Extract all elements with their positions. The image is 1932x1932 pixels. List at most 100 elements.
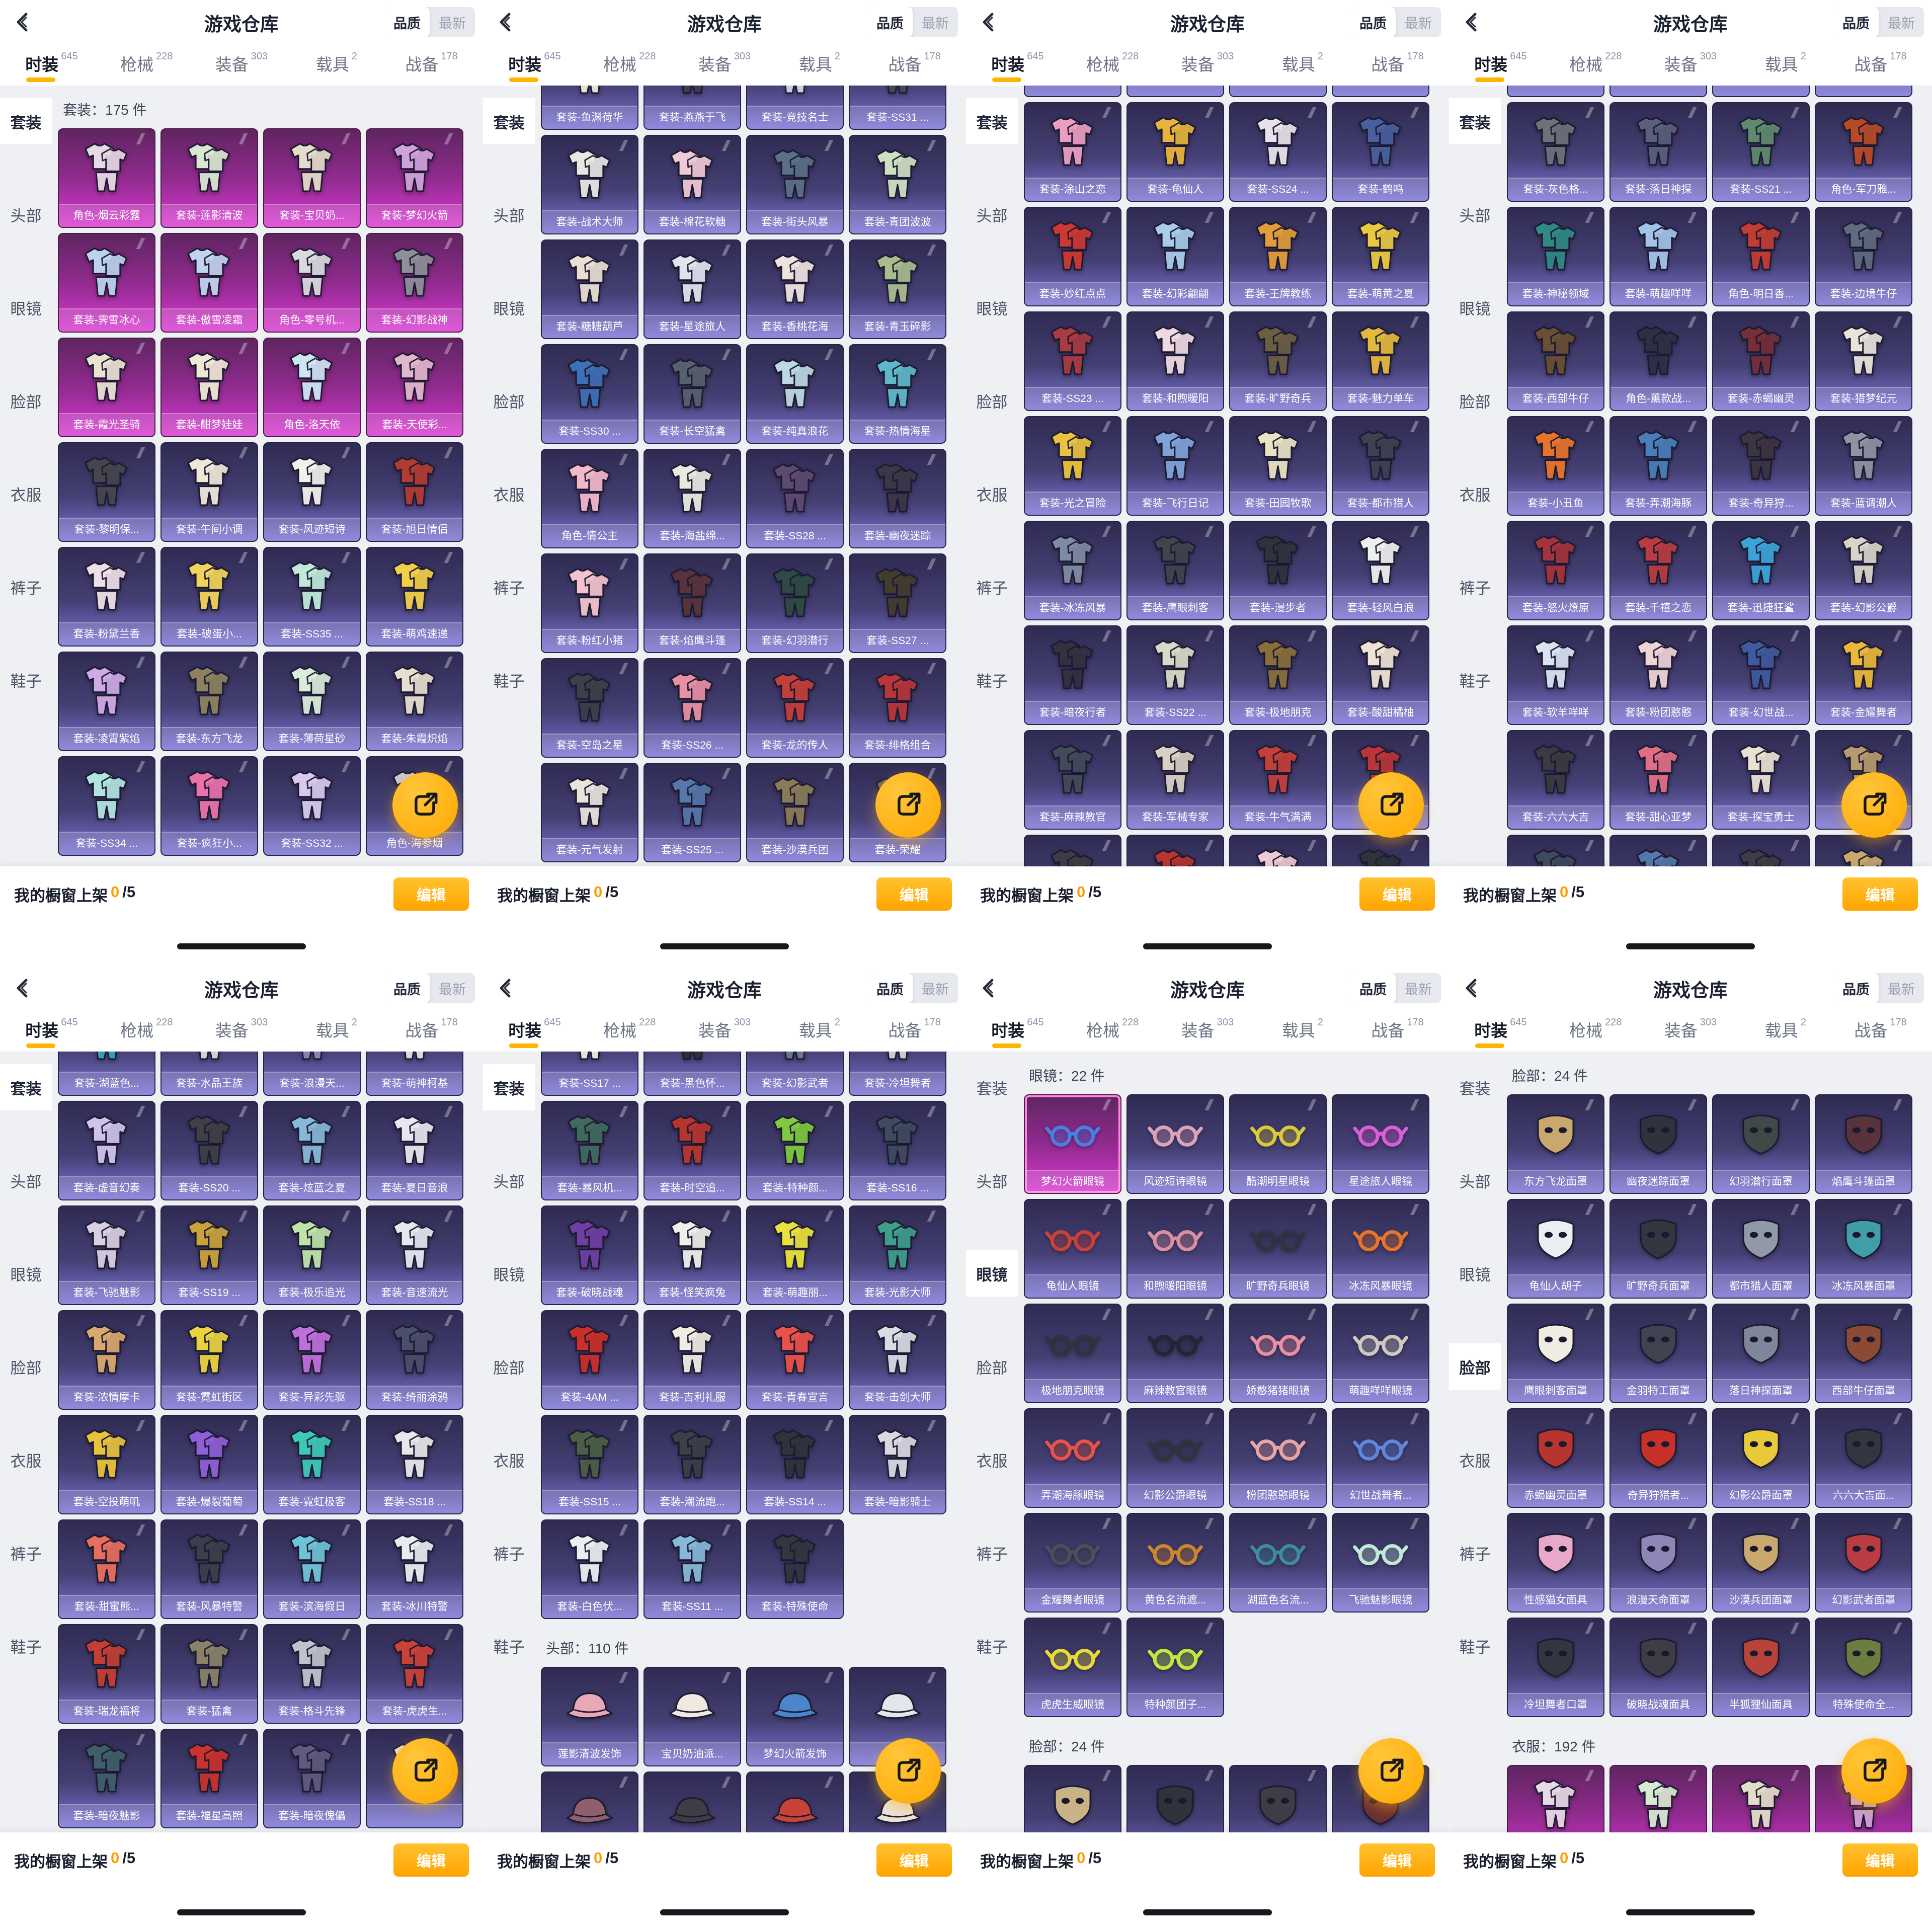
back-button[interactable]: [12, 11, 34, 33]
sidebar-item-suits[interactable]: 套装: [966, 98, 1018, 144]
item-card[interactable]: 套装-凌霄紫焰: [58, 652, 155, 751]
item-card[interactable]: 套装-千禧之恋: [1609, 521, 1707, 620]
share-button[interactable]: [392, 1738, 458, 1804]
item-card[interactable]: 性感猫女面具: [1507, 1513, 1604, 1613]
sidebar-item-clothes[interactable]: 衣服: [10, 486, 42, 504]
item-card[interactable]: 套装-战术大师: [541, 135, 638, 234]
sidebar-item-face[interactable]: 脸部: [10, 1359, 42, 1377]
item-card[interactable]: 套装-妙红点点: [1024, 207, 1121, 306]
item-card[interactable]: 套装-六六大吉: [1507, 730, 1604, 830]
item-card[interactable]: 套装-SS22 ...: [1126, 625, 1224, 725]
item-card[interactable]: 套装-SS28 ...: [746, 449, 844, 548]
item-card[interactable]: 套装-牛气满满: [1229, 730, 1327, 830]
sidebar-item-head[interactable]: 头部: [10, 207, 42, 225]
tab-supplies[interactable]: 战备 178: [1854, 51, 1907, 74]
sidebar-item-shoes[interactable]: 鞋子: [976, 672, 1008, 690]
item-card[interactable]: 套装-边境牛仔: [1815, 207, 1912, 306]
item-card[interactable]: [1126, 86, 1224, 97]
item-card[interactable]: 套装-SS24 ...: [1229, 102, 1327, 202]
item-card[interactable]: 套装-探宝勇士: [1712, 730, 1810, 830]
item-card[interactable]: 套装-薄荷星砂: [263, 652, 361, 751]
item-card[interactable]: 套装-魅力单车: [1332, 311, 1429, 411]
sort-quality-button[interactable]: 品质: [867, 7, 913, 37]
item-card[interactable]: 套装-音速流光: [366, 1205, 463, 1305]
item-card[interactable]: 套装-龙的传人: [746, 658, 844, 758]
item-card[interactable]: 套装-元气发射: [541, 763, 638, 862]
item-card[interactable]: 冰冻风暴眼镜: [1332, 1199, 1429, 1299]
tab-vehicles[interactable]: 载具 2: [315, 51, 357, 74]
item-card[interactable]: 套装-香桃花海: [746, 239, 844, 339]
item-card[interactable]: 套装-冰川特警: [366, 1519, 463, 1619]
item-card[interactable]: 套装-光影大师: [849, 1205, 946, 1305]
item-card[interactable]: 套装-午间小调: [160, 442, 258, 542]
item-card[interactable]: 套装-霓虹街区: [160, 1310, 258, 1410]
item-card[interactable]: 粉团憨憨眼镜: [1229, 1408, 1327, 1508]
edit-button[interactable]: 编辑: [1842, 877, 1918, 911]
item-card[interactable]: 套装-轻风白浪: [1332, 521, 1429, 620]
item-card[interactable]: 套装-SS16 ...: [849, 1101, 946, 1200]
tab-fashion[interactable]: 时装 645: [1453, 45, 1548, 86]
item-card[interactable]: 套装-SS31 ...: [849, 86, 946, 130]
sort-latest-button[interactable]: 最新: [922, 16, 949, 31]
tab-vehicles[interactable]: 载具 2: [1281, 51, 1323, 74]
item-card[interactable]: 焰鹰斗篷面罩: [1815, 1094, 1912, 1194]
tab-vehicles[interactable]: 载具 2: [315, 1017, 357, 1040]
item-card[interactable]: 金耀舞者眼镜: [1024, 1513, 1121, 1613]
item-card[interactable]: 套装-瑞龙福将: [58, 1624, 155, 1724]
item-card[interactable]: 套装-暗夜傀儡: [263, 1729, 361, 1828]
item-card[interactable]: 套装-怒火燎原: [1507, 521, 1604, 620]
tab-fashion[interactable]: 时装 645: [487, 45, 582, 86]
sidebar-item-head[interactable]: 头部: [493, 1173, 525, 1191]
sidebar-item-face[interactable]: 脸部: [1449, 1343, 1501, 1390]
item-card[interactable]: 龟仙人胡子: [1507, 1199, 1604, 1299]
sidebar-item-clothes[interactable]: 衣服: [493, 486, 525, 504]
item-card[interactable]: [1229, 86, 1327, 97]
item-card[interactable]: 金羽特工面罩: [1609, 1304, 1707, 1403]
item-card[interactable]: 套装-浓情摩卡: [58, 1310, 155, 1410]
tab-weapons[interactable]: 枪械 228: [1569, 1017, 1622, 1040]
item-card[interactable]: 冰冻风暴面罩: [1815, 1199, 1912, 1299]
item-card[interactable]: 落日神探面罩: [1712, 1304, 1810, 1403]
item-card[interactable]: 幻影公爵面罩: [1712, 1408, 1810, 1508]
item-card[interactable]: 套装-龟仙人: [1126, 102, 1224, 202]
sort-latest-button[interactable]: 最新: [1405, 16, 1432, 31]
sidebar-item-pants[interactable]: 裤子: [1459, 1545, 1491, 1563]
item-card[interactable]: [1332, 835, 1429, 866]
sidebar-item-pants[interactable]: 裤子: [10, 1545, 42, 1563]
item-card[interactable]: 套装-暴风机...: [541, 1101, 638, 1200]
item-card[interactable]: 梦幻火箭眼镜: [1024, 1094, 1121, 1194]
item-card[interactable]: 半狐狸仙面具: [1712, 1618, 1810, 1717]
sidebar-item-clothes[interactable]: 衣服: [10, 1452, 42, 1470]
item-card[interactable]: 套装-王牌教练: [1229, 207, 1327, 306]
item-card[interactable]: 套装-SS35 ...: [263, 547, 361, 647]
sidebar-item-shoes[interactable]: 鞋子: [493, 672, 525, 690]
item-card[interactable]: 特殊使命全...: [1815, 1618, 1912, 1717]
tab-fashion[interactable]: 时装 645: [4, 1011, 99, 1052]
tab-equipment[interactable]: 装备 303: [1664, 51, 1717, 74]
tab-weapons[interactable]: 枪械 228: [1086, 1017, 1139, 1040]
back-button[interactable]: [12, 977, 34, 999]
tab-fashion[interactable]: 时装 645: [970, 45, 1065, 86]
sort-quality-button[interactable]: 品质: [1350, 973, 1396, 1003]
tab-weapons[interactable]: 枪械 228: [1086, 51, 1139, 74]
tab-supplies[interactable]: 战备 178: [888, 51, 941, 74]
item-card[interactable]: 套装-神秘领域: [1507, 207, 1604, 306]
item-card[interactable]: [643, 1772, 741, 1832]
item-card[interactable]: 套装-猎梦纪元: [1815, 311, 1912, 411]
item-card[interactable]: 套装-SS11 ...: [643, 1519, 741, 1619]
sidebar-item-suits[interactable]: 套装: [0, 1064, 52, 1110]
item-card[interactable]: 套装-长空猛禽: [643, 344, 741, 444]
item-card[interactable]: 套装-纯真浪花: [746, 344, 844, 444]
item-card[interactable]: 套装-天使彩...: [366, 338, 463, 437]
home-indicator[interactable]: [177, 1909, 306, 1915]
item-card[interactable]: 套装-萌趣丽...: [746, 1205, 844, 1305]
sidebar-item-face[interactable]: 脸部: [1459, 393, 1491, 411]
item-card[interactable]: 奇异狩猎者...: [1609, 1408, 1707, 1508]
item-card[interactable]: [1712, 1765, 1810, 1832]
edit-button[interactable]: 编辑: [393, 877, 469, 911]
item-card[interactable]: [1332, 86, 1429, 97]
item-card[interactable]: 套装-暗夜魅影: [58, 1729, 155, 1828]
item-card[interactable]: 沙漠兵团面罩: [1712, 1513, 1810, 1613]
item-card[interactable]: 套装-甜蜜熊...: [58, 1519, 155, 1619]
item-card[interactable]: 套装-虎虎生...: [366, 1624, 463, 1724]
